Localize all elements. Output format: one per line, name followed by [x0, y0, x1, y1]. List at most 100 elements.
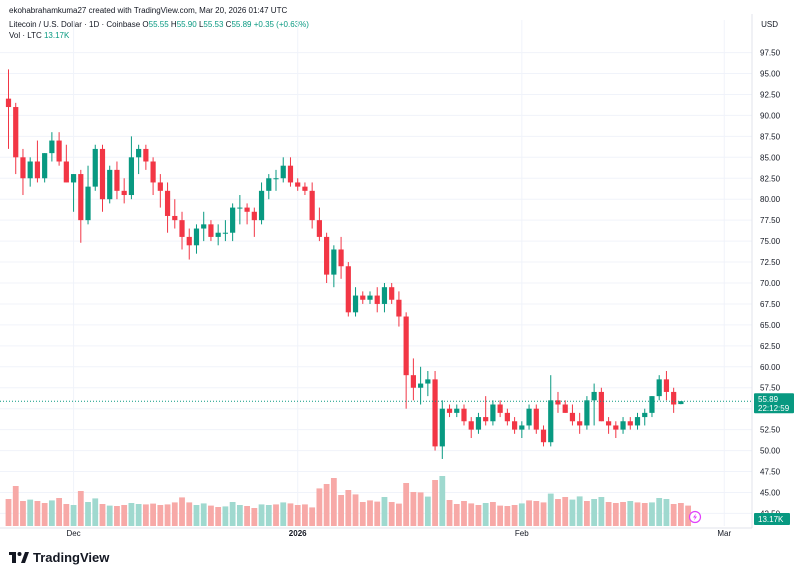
candle-body: [164, 190, 171, 216]
volume-bar: [309, 507, 316, 526]
volume-bar: [576, 496, 583, 526]
candle-body: [193, 228, 200, 246]
tradingview-logo[interactable]: TradingView: [9, 550, 109, 565]
volume-header: Vol · LTC 13.17K: [9, 31, 69, 40]
volume-bar: [511, 505, 518, 526]
volume-bar: [403, 483, 410, 526]
candle-body: [5, 98, 12, 108]
volume-bar: [142, 504, 149, 526]
volume-bar: [121, 505, 128, 526]
volume-bar: [381, 497, 388, 526]
candle-body: [302, 186, 308, 191]
high-label: H: [170, 20, 177, 29]
candle-body: [331, 249, 337, 275]
candle-body: [381, 287, 388, 304]
volume-bar: [34, 501, 41, 526]
candle-body: [678, 401, 684, 405]
volume-bar: [77, 491, 84, 526]
candle-body: [540, 429, 547, 443]
volume-bar: [70, 505, 77, 526]
volume-bar: [56, 498, 63, 526]
candle-body: [107, 169, 113, 200]
volume-bar: [504, 506, 511, 526]
candle-body: [287, 165, 294, 183]
volume-bar: [48, 500, 55, 526]
candle-body: [215, 232, 221, 237]
volume-bar: [316, 488, 323, 526]
volume-bar: [222, 506, 229, 526]
volume-value: 13.17K: [43, 31, 70, 40]
volume-bar: [540, 502, 547, 526]
candle-body: [352, 295, 359, 313]
candle-body: [483, 417, 489, 422]
y-tick-label: 62.50: [760, 342, 781, 351]
volume-bar: [439, 476, 446, 526]
candle-body: [613, 425, 619, 430]
volume-bar: [424, 496, 431, 526]
candle-body: [389, 287, 395, 300]
volume-bar: [555, 499, 561, 526]
candle-body: [396, 299, 402, 317]
volume-bar: [128, 503, 135, 526]
candle-body: [20, 157, 26, 179]
volume-bar: [497, 505, 504, 526]
candle-body: [360, 295, 366, 300]
x-tick-label: Mar: [717, 529, 731, 538]
candle-body: [280, 165, 286, 179]
volume-bar: [656, 498, 663, 526]
candle-body: [121, 190, 127, 196]
price-chart[interactable]: 97.50 95.00 92.50 90.00 87.50 85.00 82.50 80.00…: [0, 0, 801, 545]
candle-body: [490, 404, 496, 422]
candle-body: [244, 207, 250, 212]
candle-body: [136, 148, 142, 158]
candle-body: [78, 174, 84, 221]
candle-body: [512, 421, 518, 430]
x-tick-label: 2026: [289, 529, 307, 538]
volume-bar: [374, 501, 381, 526]
volume-bar: [417, 492, 424, 526]
candle-body: [63, 161, 69, 183]
symbol-header: Litecoin / U.S. Dollar · 1D · Coinbase O…: [9, 20, 309, 29]
candle-body: [548, 400, 554, 443]
tradingview-logo-icon: [9, 551, 29, 563]
y-tick-label: 72.50: [760, 258, 781, 267]
volume-bar: [251, 508, 258, 526]
candle-body: [432, 379, 438, 447]
volume-bar: [670, 504, 677, 526]
volume-bar: [294, 505, 301, 526]
y-tick-label: 47.50: [760, 468, 781, 477]
candle-body: [671, 391, 677, 405]
volume-label: Vol · LTC: [9, 31, 42, 40]
candle-body: [266, 178, 272, 191]
y-tick-label: 80.00: [760, 195, 781, 204]
volume-bar: [236, 505, 243, 526]
candle-body: [533, 408, 539, 430]
y-tick-label: 52.50: [760, 426, 781, 435]
volume-bar: [410, 492, 417, 526]
candle-body: [526, 408, 532, 426]
candle-body: [410, 375, 416, 388]
y-tick-label: 75.00: [760, 237, 781, 246]
volume-bar: [114, 506, 120, 526]
volume-bar: [359, 502, 366, 526]
volume-bar: [612, 503, 619, 526]
volume-bar: [106, 505, 113, 526]
candle-body: [230, 207, 236, 233]
candle-body: [345, 266, 351, 313]
volume-bar: [164, 504, 171, 526]
candle-body: [425, 379, 431, 384]
volume-bar: [63, 504, 70, 526]
volume-bar: [352, 494, 359, 526]
volume-bar: [265, 505, 272, 526]
volume-bar: [569, 499, 576, 526]
y-tick-label: 95.00: [760, 70, 781, 79]
volume-bar: [280, 502, 287, 526]
candle-body: [461, 408, 467, 422]
volume-bar: [367, 500, 373, 526]
volume-bar: [453, 504, 460, 526]
candle-body: [222, 232, 228, 234]
volume-bar: [85, 502, 91, 526]
candle-body: [656, 379, 662, 397]
last-price-tag: [754, 393, 794, 414]
volume-bar: [641, 503, 648, 526]
